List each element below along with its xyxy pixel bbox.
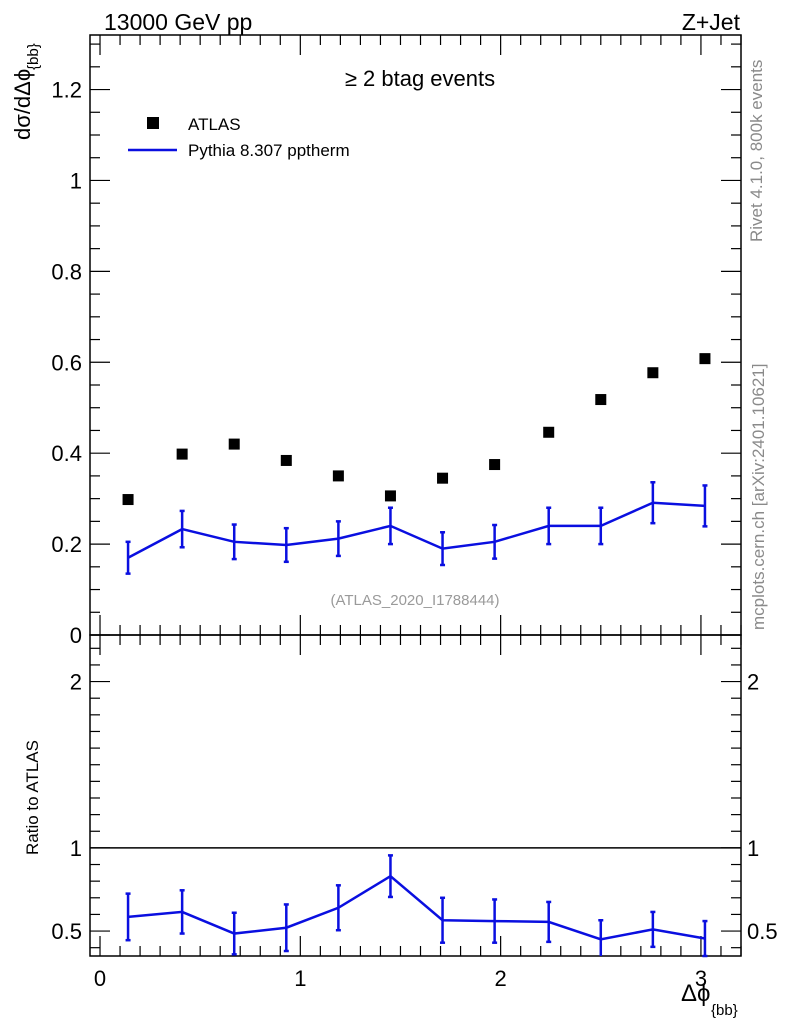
ratio-x-axis-title-sub: {bb} — [711, 1002, 738, 1019]
ratio-y-axis-title: Ratio to ATLAS — [23, 740, 42, 855]
pythia-line — [127, 501, 706, 559]
ratio-y-axis: 0.5 0.5 1 1 2 2 — [51, 647, 778, 949]
ratio-x-axis-title-main: Δϕ — [681, 980, 710, 1007]
main-y-tick-label: 0.6 — [51, 350, 82, 375]
atlas-data-point — [595, 394, 607, 406]
main-y-tick-label: 0.8 — [51, 259, 82, 284]
x-tick-label: 2 — [495, 966, 507, 991]
ratio-x-axis-title: Δϕ {bb} — [681, 980, 738, 1019]
atlas-data-point — [228, 438, 240, 450]
ratio-y-tick-label: 2 — [70, 670, 82, 695]
main-y-axis: 0 0.2 0.4 0.6 0.8 1 1.2 — [51, 43, 741, 648]
x-tick-label: 0 — [94, 966, 106, 991]
x-tick-label: 3 — [695, 966, 707, 991]
main-x-ticks — [99, 35, 742, 635]
ratio-y-tick-label-right: 1 — [747, 836, 759, 861]
atlas-data-point — [176, 448, 188, 460]
ratio-y-tick-label-right: 0.5 — [747, 919, 778, 944]
analysis-watermark: (ATLAS_2020_I1788444) — [330, 592, 499, 609]
main-y-axis-title-sub: {bb} — [25, 43, 42, 70]
atlas-data-point — [332, 470, 344, 482]
legend-pythia-label: Pythia 8.307 pptherm — [188, 141, 350, 160]
main-data-layer — [122, 353, 711, 575]
main-y-tick-label: 1 — [70, 168, 82, 193]
atlas-data-point — [699, 353, 711, 365]
main-y-axis-title-main: dσ/dΔϕ — [10, 69, 35, 140]
atlas-data-point — [437, 472, 449, 484]
main-y-tick-label: 1.2 — [51, 78, 82, 103]
ratio-panel-frame — [89, 634, 742, 957]
ratio-panel: 0.5 0.5 1 1 2 2 0 1 2 3 Ratio to ATLAS Δϕ {bb} — [23, 634, 778, 1019]
ratio-y-tick-label: 1 — [70, 836, 82, 861]
ratio-x-axis: 0 1 2 3 — [94, 635, 742, 991]
x-tick-label: 1 — [294, 966, 306, 991]
main-y-tick-label: 0.4 — [51, 441, 82, 466]
header-process-label: Z+Jet — [682, 9, 741, 35]
legend-atlas-label: ATLAS — [188, 115, 241, 134]
atlas-data-point — [647, 367, 659, 379]
rivet-version-label: Rivet 4.1.0, 800k events — [747, 60, 766, 242]
ratio-line — [127, 874, 706, 941]
source-label: mcplots.cern.ch [arXiv:2401.10621] — [749, 364, 768, 630]
atlas-data-point — [280, 454, 292, 466]
atlas-data-point — [384, 490, 396, 502]
ratio-y-tick-label: 0.5 — [51, 919, 82, 944]
main-y-tick-label: 0 — [70, 623, 82, 648]
atlas-data-point — [489, 459, 501, 471]
panel-title: ≥ 2 btag events — [345, 66, 495, 91]
legend: ATLAS Pythia 8.307 pptherm — [128, 115, 350, 160]
ratio-y-tick-label-right: 2 — [747, 670, 759, 695]
main-y-axis-title: dσ/dΔϕ {bb} — [10, 43, 42, 140]
legend-atlas-marker — [147, 117, 159, 129]
header-energy-label: 13000 GeV pp — [104, 9, 252, 35]
main-panel: 0 0.2 0.4 0.6 0.8 1 1.2 ≥ 2 btag events (ATLAS… — [10, 34, 742, 648]
main-y-tick-label: 0.2 — [51, 532, 82, 557]
atlas-data-point — [122, 494, 134, 506]
atlas-data-point — [543, 426, 555, 438]
ratio-data-layer — [90, 847, 741, 958]
